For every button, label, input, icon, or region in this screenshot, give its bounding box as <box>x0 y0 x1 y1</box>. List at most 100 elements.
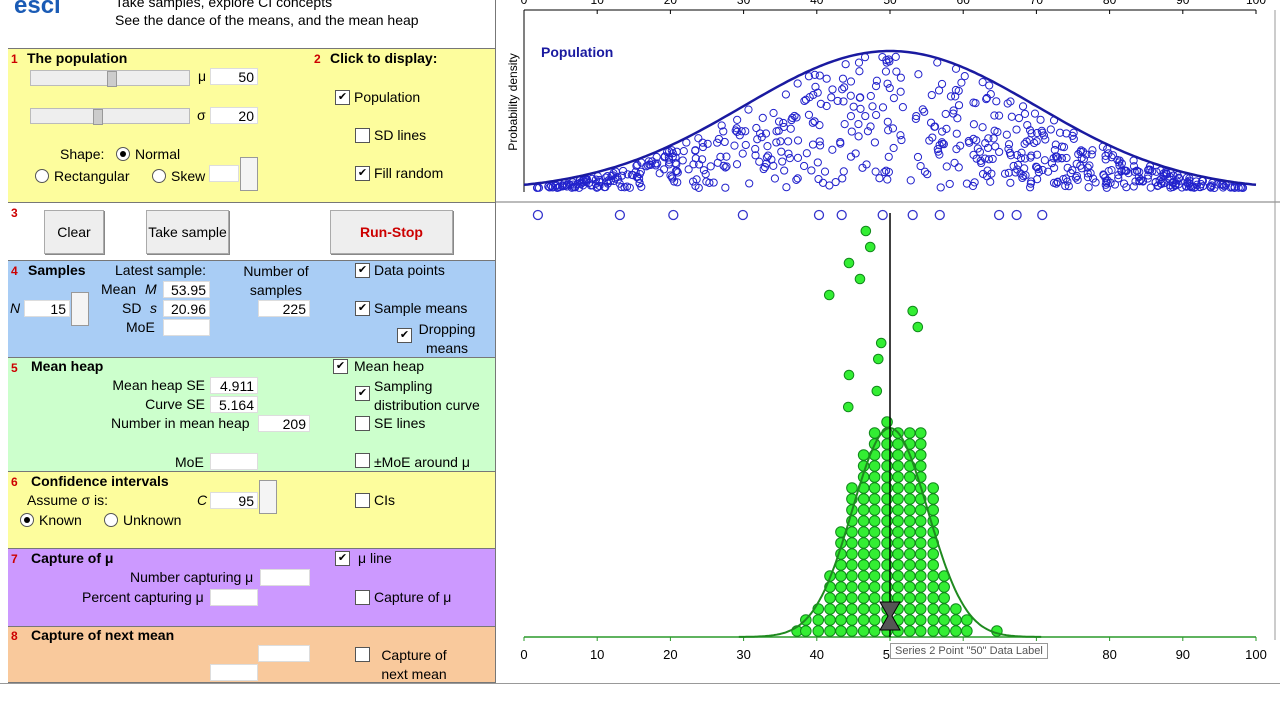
heap-dot <box>892 603 904 615</box>
population-dot <box>836 137 845 147</box>
population-dot <box>544 182 553 191</box>
sigma-slider[interactable] <box>30 108 190 125</box>
mu-slider[interactable] <box>30 70 190 87</box>
tooltip: Series 2 Point "50" Data Label <box>890 643 1048 659</box>
population-dot <box>781 90 790 99</box>
heap-dot <box>914 471 927 483</box>
population-dot <box>1161 168 1170 177</box>
sigma-input[interactable]: 20 <box>210 107 258 124</box>
population-dot <box>756 129 765 138</box>
population-dot <box>753 135 762 144</box>
population-dot <box>769 108 778 118</box>
checkbox[interactable] <box>355 453 370 468</box>
n-input[interactable]: 15 <box>24 300 70 317</box>
mean-output: 53.95 <box>163 281 210 298</box>
checkbox[interactable] <box>355 493 370 508</box>
population-dot <box>1207 181 1216 190</box>
heap-dot <box>927 548 939 560</box>
population-dot <box>810 117 819 126</box>
heap-dot <box>927 537 939 549</box>
population-dot <box>975 147 985 156</box>
population-dot <box>1188 182 1197 191</box>
clear-button[interactable]: Clear <box>44 210 104 254</box>
population-dot <box>1040 156 1049 165</box>
heap-dot <box>868 504 881 516</box>
checkbox[interactable] <box>355 647 370 662</box>
mu-input[interactable]: 50 <box>210 68 258 85</box>
population-dot <box>741 127 750 136</box>
checkbox[interactable]: ✔ <box>397 328 412 343</box>
x-tick-label: 80 <box>1102 647 1116 662</box>
population-dot <box>1025 136 1034 145</box>
radio[interactable] <box>104 513 118 527</box>
c-input[interactable]: 95 <box>210 492 258 509</box>
heap-dot <box>868 570 881 582</box>
population-dot <box>604 176 613 185</box>
radio[interactable] <box>20 513 34 527</box>
population-dot <box>691 181 700 191</box>
population-dot <box>933 58 942 67</box>
dropping-mean <box>872 353 884 365</box>
population-dot <box>660 152 669 161</box>
checkbox[interactable]: ✔ <box>355 166 370 181</box>
population-dot <box>1117 159 1126 168</box>
checkbox[interactable] <box>355 590 370 605</box>
dropping-mean <box>842 401 854 413</box>
spinner[interactable] <box>240 157 258 191</box>
population-dot <box>1032 128 1042 138</box>
heap-dot <box>857 526 870 538</box>
population-dot <box>1034 167 1043 177</box>
checkbox[interactable]: ✔ <box>335 90 350 105</box>
count-output: 225 <box>258 300 310 317</box>
checkbox[interactable] <box>355 128 370 143</box>
dropping-mean <box>843 369 855 381</box>
checkbox[interactable]: ✔ <box>355 263 370 278</box>
checkbox[interactable]: ✔ <box>333 359 348 374</box>
population-dot <box>655 169 664 178</box>
population-dot <box>1120 166 1129 175</box>
population-dot <box>732 124 741 133</box>
spinner[interactable] <box>71 292 89 326</box>
population-dot <box>763 142 772 151</box>
population-dot <box>1086 169 1095 178</box>
population-dot <box>828 145 837 154</box>
population-dot <box>1068 166 1077 175</box>
population-dot <box>938 139 947 148</box>
population-dot <box>1152 167 1161 176</box>
run-stop-button[interactable]: Run-Stop <box>330 210 453 254</box>
header-line: Take samples, explore CI concepts <box>115 0 333 10</box>
heap-dot <box>857 504 870 516</box>
take-sample-button[interactable]: Take sample <box>146 210 229 254</box>
radio[interactable] <box>35 169 49 183</box>
radio[interactable] <box>152 169 166 183</box>
heap-dot <box>835 614 847 626</box>
heap-dot <box>835 570 847 582</box>
heap-dot <box>903 526 916 538</box>
population-dot <box>1122 166 1131 176</box>
radio[interactable] <box>116 147 130 161</box>
population-dot <box>976 156 985 165</box>
population-dot <box>1101 155 1110 164</box>
population-dot <box>970 178 979 187</box>
skew-input[interactable] <box>209 165 239 182</box>
checkbox[interactable] <box>355 416 370 431</box>
population-dot <box>839 167 848 176</box>
population-dot <box>833 96 842 106</box>
population-dot <box>1077 146 1086 155</box>
population-dot <box>744 105 753 114</box>
spinner[interactable] <box>259 480 277 514</box>
population-dot <box>1009 161 1018 171</box>
data-point <box>737 209 749 221</box>
population-dot <box>989 134 998 143</box>
population-dot <box>813 88 822 97</box>
heap-dot <box>892 548 904 560</box>
heap-dot <box>927 614 939 626</box>
population-dot <box>637 182 646 191</box>
checkbox[interactable]: ✔ <box>355 301 370 316</box>
population-dot <box>1012 125 1021 134</box>
population-dot <box>786 124 795 133</box>
checkbox[interactable]: ✔ <box>335 551 350 566</box>
population-dot <box>1169 178 1178 187</box>
population-dot <box>679 146 688 156</box>
checkbox[interactable]: ✔ <box>355 386 370 401</box>
